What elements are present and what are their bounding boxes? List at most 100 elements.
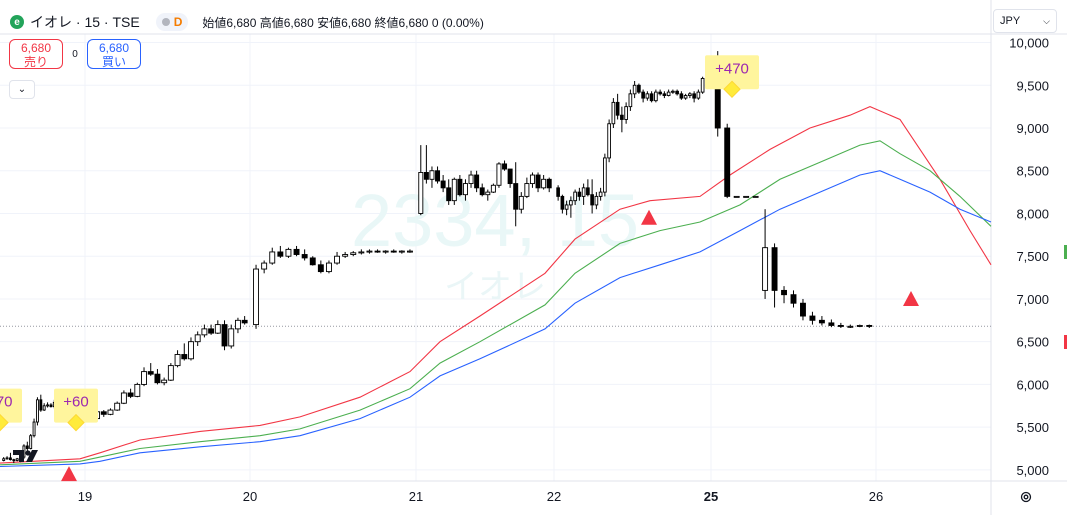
ohlc-values: 始値6,680 高値6,680 安値6,680 終値6,680 0 (0.00%…: [202, 15, 484, 30]
candle: [446, 179, 452, 205]
candle-body: [42, 405, 46, 411]
trade-label: 170: [0, 388, 22, 432]
candle-body: [194, 334, 201, 343]
candle: [479, 183, 485, 197]
buy-price: 6,680: [98, 41, 130, 55]
candle-body: [675, 90, 679, 95]
candle-body: [451, 178, 457, 202]
candle: [615, 93, 620, 120]
candle-body: [564, 204, 569, 210]
candle: [107, 408, 114, 416]
candle-body: [326, 262, 332, 273]
candle: [502, 160, 508, 171]
candle: [2, 457, 6, 462]
y-tick-label: 10,000: [1009, 36, 1049, 51]
y-tick-label: 5,000: [1016, 463, 1049, 478]
y-tick-label: 6,000: [1016, 377, 1049, 392]
candle: [654, 89, 658, 103]
candle-body: [366, 250, 373, 253]
y-tick-label: 6,500: [1016, 335, 1049, 350]
candle-body: [624, 106, 628, 120]
data-mode-label: D: [173, 15, 183, 29]
candle: [293, 245, 300, 257]
tradingview-logo-icon[interactable]: [13, 448, 43, 464]
candle: [818, 316, 825, 326]
trade-label-text: +470: [715, 60, 749, 77]
candle-body: [440, 180, 446, 189]
candle: [32, 418, 36, 438]
candle-body: [507, 168, 513, 185]
y-tick-label: 8,000: [1016, 206, 1049, 221]
candle: [334, 251, 340, 265]
candle-body: [649, 93, 654, 102]
candle: [147, 363, 154, 376]
candle-body: [679, 93, 684, 99]
candle: [666, 89, 671, 97]
candle-body: [586, 187, 590, 196]
candle: [161, 377, 168, 386]
candle: [658, 89, 662, 96]
candle-body: [866, 324, 873, 327]
watermark-name: イオレ: [444, 268, 546, 306]
candle: [603, 153, 607, 197]
candle-body: [573, 191, 577, 202]
candle-body: [32, 421, 36, 437]
candle-body: [620, 114, 624, 120]
candle: [490, 183, 496, 193]
symbol-title[interactable]: イオレ · 15 · TSE: [30, 14, 140, 30]
candle: [828, 319, 835, 328]
candle-body: [485, 191, 491, 196]
buy-label: 買い: [101, 55, 126, 69]
candle: [624, 102, 628, 124]
candle-body: [127, 392, 134, 397]
candle: [474, 170, 480, 193]
candle-body: [654, 91, 658, 102]
candle: [468, 170, 474, 188]
buy-signal-triangle-icon: [641, 209, 657, 225]
candle: [49, 403, 53, 408]
candle: [309, 256, 316, 266]
candle-body: [560, 195, 565, 210]
buy-button[interactable]: 6,680 買い: [87, 39, 141, 69]
candle: [790, 290, 797, 308]
price-axis[interactable]: 5,000 5,500 6,000 6,500 7,000 7,500 8,000 8,500…: [1009, 36, 1067, 478]
candle-body: [800, 302, 806, 317]
candle-body: [502, 163, 508, 170]
sell-button[interactable]: 6,680 売り: [9, 39, 63, 69]
candle-body: [700, 77, 705, 93]
buy-signal-triangle-icon: [61, 466, 77, 482]
candle-body: [662, 93, 667, 96]
candle: [208, 324, 215, 335]
candle-body: [529, 174, 535, 185]
candle-body: [234, 319, 241, 330]
candle: [221, 320, 228, 351]
candle-body: [468, 174, 474, 185]
candle-body: [577, 191, 582, 197]
currency-label: JPY: [1000, 15, 1021, 27]
candle-body: [382, 250, 389, 253]
candle: [451, 177, 457, 205]
candle: [771, 243, 778, 308]
candle-body: [641, 91, 645, 99]
candle-body: [181, 354, 188, 360]
time-axis[interactable]: 19 20 21 22 25 26: [78, 489, 883, 504]
trade-label: +470: [705, 55, 759, 98]
chart-settings-gear-icon[interactable]: [1017, 488, 1035, 506]
candle-body: [201, 328, 208, 336]
y-tick-label: 7,500: [1016, 249, 1049, 264]
candle-body: [446, 187, 452, 202]
candle: [564, 200, 569, 216]
candle-body: [39, 399, 43, 411]
candle-body: [615, 101, 620, 116]
candle: [847, 324, 854, 329]
candle: [326, 260, 332, 274]
trade-label-box: [0, 388, 22, 423]
collapse-legend-button[interactable]: ⌄: [9, 80, 35, 99]
candle-body: [598, 191, 603, 197]
market-status-badge[interactable]: D: [155, 13, 189, 31]
currency-selector[interactable]: JPY ⌵: [993, 9, 1057, 33]
ma-line-fast: [0, 106, 992, 464]
chevron-down-icon: ⌄: [17, 84, 27, 95]
